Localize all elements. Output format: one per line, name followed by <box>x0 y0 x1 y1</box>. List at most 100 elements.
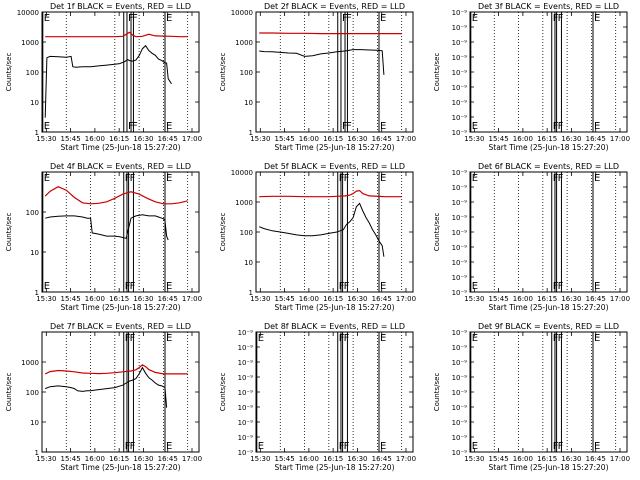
x-tick-label: 16:15 <box>537 135 557 143</box>
panel-title: Det 3f BLACK = Events, RED = LLD <box>478 2 619 11</box>
y-tick-label: 10⁻⁹ <box>452 214 468 222</box>
x-tick-label: 16:15 <box>537 295 557 303</box>
y-tick-label: 10⁻⁹ <box>238 404 254 412</box>
x-tick-label: 16:45 <box>372 135 392 143</box>
event-marker-label: E <box>166 281 172 292</box>
x-tick-label: 16:45 <box>372 455 392 463</box>
x-tick-label: 16:30 <box>133 135 153 143</box>
y-tick-label: 10⁻⁹ <box>452 344 468 352</box>
x-tick-label: 15:30 <box>36 295 56 303</box>
event-marker-label: F <box>344 333 350 344</box>
y-tick-label: 10⁻⁹ <box>452 329 468 337</box>
panel-det-7: Det 7f BLACK = Events, RED = LLDFFFFEE11… <box>5 322 202 472</box>
y-tick-label: 10⁻⁹ <box>452 84 468 92</box>
panel-title: Det 4f BLACK = Events, RED = LLD <box>50 162 191 171</box>
x-tick-label: 15:45 <box>275 295 295 303</box>
x-tick-label: 15:30 <box>250 455 270 463</box>
event-marker-label: F <box>553 13 559 24</box>
x-tick-label: 15:45 <box>61 455 81 463</box>
y-tick-label: 10⁻⁹ <box>452 244 468 252</box>
y-tick-label: 10⁻⁹ <box>452 54 468 62</box>
x-axis-label: Start Time (25-Jun-18 15:27:20) <box>275 303 395 312</box>
x-tick-label: 16:00 <box>85 455 105 463</box>
y-tick-label: 10⁻⁹ <box>452 129 468 137</box>
panel-det-9: Det 9f BLACK = Events, RED = LLDEEFFFFEE… <box>433 322 630 472</box>
panel-det-6: Det 6f BLACK = Events, RED = LLDEEFFFFEE… <box>433 162 630 312</box>
x-tick-label: 17:00 <box>610 295 630 303</box>
y-tick-label: 1 <box>249 129 253 137</box>
y-tick-label: 1000 <box>21 39 39 47</box>
y-tick-label: 1 <box>35 289 39 297</box>
x-tick-label: 17:00 <box>396 135 416 143</box>
event-marker-label: E <box>166 333 172 344</box>
x-tick-label: 16:30 <box>561 455 581 463</box>
y-tick-label: 10⁻⁹ <box>452 359 468 367</box>
y-tick-label: 10⁻⁹ <box>452 289 468 297</box>
event-marker-label: E <box>380 13 386 24</box>
x-tick-label: 16:30 <box>561 135 581 143</box>
x-tick-label: 16:00 <box>513 455 533 463</box>
x-tick-label: 16:00 <box>299 295 319 303</box>
event-marker-label: F <box>553 333 559 344</box>
x-tick-label: 17:00 <box>610 135 630 143</box>
x-tick-label: 16:45 <box>586 135 606 143</box>
x-axis-label: Start Time (25-Jun-18 15:27:20) <box>489 303 609 312</box>
y-tick-label: 10⁻⁹ <box>238 419 254 427</box>
x-tick-label: 15:30 <box>36 135 56 143</box>
plot-frame <box>469 331 628 453</box>
event-marker-label: E <box>380 441 386 452</box>
x-tick-label: 16:30 <box>561 295 581 303</box>
x-tick-label: 15:45 <box>275 455 295 463</box>
event-marker-label: F <box>339 333 345 344</box>
y-tick-label: 1 <box>249 289 253 297</box>
event-marker-label: F <box>346 121 352 132</box>
y-tick-label: 10⁻⁹ <box>452 449 468 457</box>
y-tick-label: 10⁻⁹ <box>238 344 254 352</box>
y-tick-label: 100 <box>26 69 39 77</box>
plot-frame <box>41 331 200 453</box>
x-axis-label: Start Time (25-Jun-18 15:27:20) <box>61 303 181 312</box>
events-series-line <box>44 44 172 118</box>
y-tick-label: 10⁻⁹ <box>452 419 468 427</box>
event-marker-label: F <box>346 13 352 24</box>
x-tick-label: 16:45 <box>158 455 178 463</box>
y-tick-label: 10⁻⁹ <box>452 199 468 207</box>
event-marker-label: E <box>594 13 600 24</box>
event-marker-label: E <box>472 13 478 24</box>
x-tick-label: 17:00 <box>182 455 202 463</box>
y-axis-label: Counts/sec <box>5 373 13 412</box>
x-tick-label: 15:45 <box>489 295 509 303</box>
x-axis-label: Start Time (25-Jun-18 15:27:20) <box>61 463 181 472</box>
event-marker-label: E <box>594 281 600 292</box>
x-tick-label: 16:30 <box>347 135 367 143</box>
y-tick-label: 10 <box>30 99 39 107</box>
y-tick-label: 10⁻⁹ <box>238 449 254 457</box>
event-marker-label: F <box>553 281 559 292</box>
x-axis-label: Start Time (25-Jun-18 15:27:20) <box>489 143 609 152</box>
x-tick-label: 16:30 <box>347 295 367 303</box>
y-tick-label: 100 <box>26 389 39 397</box>
x-tick-label: 16:45 <box>372 295 392 303</box>
event-marker-label: F <box>344 281 350 292</box>
x-tick-label: 15:30 <box>464 455 484 463</box>
x-tick-label: 16:15 <box>323 455 343 463</box>
x-axis-label: Start Time (25-Jun-18 15:27:20) <box>275 463 395 472</box>
x-tick-label: 16:45 <box>158 295 178 303</box>
x-tick-label: 16:00 <box>85 135 105 143</box>
event-marker-label: F <box>553 441 559 452</box>
panel-title: Det 1f BLACK = Events, RED = LLD <box>50 2 191 11</box>
event-marker-label: F <box>558 13 564 24</box>
lld-series-line <box>44 364 188 375</box>
event-marker-label: F <box>132 13 138 24</box>
plot-frame <box>255 11 414 133</box>
y-tick-label: 10⁻⁹ <box>452 274 468 282</box>
event-marker-label: F <box>558 173 564 184</box>
event-marker-label: F <box>558 441 564 452</box>
panel-title: Det 6f BLACK = Events, RED = LLD <box>478 162 619 171</box>
event-marker-label: E <box>472 281 478 292</box>
lld-series-line <box>259 189 402 198</box>
panel-title: Det 2f BLACK = Events, RED = LLD <box>264 2 405 11</box>
event-marker-label: E <box>44 13 50 24</box>
y-tick-label: 10⁻⁹ <box>452 169 468 177</box>
